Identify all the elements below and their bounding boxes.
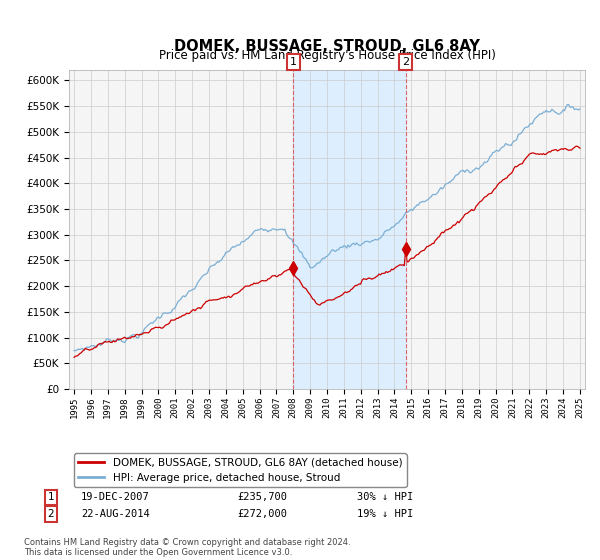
- Legend: DOMEK, BUSSAGE, STROUD, GL6 8AY (detached house), HPI: Average price, detached h: DOMEK, BUSSAGE, STROUD, GL6 8AY (detache…: [74, 454, 407, 487]
- Text: Contains HM Land Registry data © Crown copyright and database right 2024.
This d: Contains HM Land Registry data © Crown c…: [24, 538, 350, 557]
- Text: 2: 2: [47, 509, 55, 519]
- Text: 1: 1: [290, 57, 297, 67]
- Text: Price paid vs. HM Land Registry's House Price Index (HPI): Price paid vs. HM Land Registry's House …: [158, 49, 496, 62]
- Text: 19-DEC-2007: 19-DEC-2007: [81, 492, 150, 502]
- Text: 19% ↓ HPI: 19% ↓ HPI: [357, 509, 413, 519]
- Text: £235,700: £235,700: [237, 492, 287, 502]
- Text: £272,000: £272,000: [237, 509, 287, 519]
- Bar: [293, 70, 406, 389]
- Text: 2: 2: [402, 57, 409, 67]
- Text: 1: 1: [47, 492, 55, 502]
- Title: DOMEK, BUSSAGE, STROUD, GL6 8AY: DOMEK, BUSSAGE, STROUD, GL6 8AY: [174, 39, 480, 54]
- Text: 30% ↓ HPI: 30% ↓ HPI: [357, 492, 413, 502]
- Text: 22-AUG-2014: 22-AUG-2014: [81, 509, 150, 519]
